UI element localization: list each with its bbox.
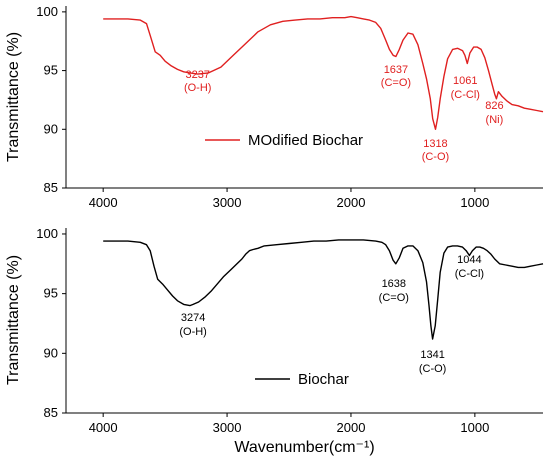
- peak-group-label: (O-H): [179, 326, 207, 338]
- series-line: [103, 15, 544, 131]
- legend-label: Biochar: [298, 371, 349, 388]
- legend: Biochar: [255, 371, 349, 388]
- y-tick-label: 100: [36, 4, 58, 19]
- peak-label: 826: [485, 100, 503, 112]
- x-tick-label: 1000: [460, 195, 489, 210]
- modified-biochar-panel: 85 90 95 100 4000 3000 2000 1000 Transmittance (…: [5, 4, 544, 210]
- peak-group-label: (C-O): [419, 363, 447, 375]
- peak-label: 3237: [185, 69, 209, 81]
- x-tick-label: 2000: [337, 420, 366, 435]
- y-tick-label: 90: [44, 345, 58, 360]
- peak-label: 1637: [384, 64, 408, 76]
- series-line: [103, 239, 544, 340]
- x-tick-label: 3000: [213, 195, 242, 210]
- peak-group-label: (C=O): [381, 77, 411, 89]
- peak-group-label: (C-Cl): [451, 89, 480, 101]
- y-axis-label: Transmittance (%): [5, 255, 22, 385]
- x-tick-label: 3000: [213, 420, 242, 435]
- peak-label: 1341: [420, 349, 444, 361]
- peak-group-label: (C-Cl): [455, 268, 484, 280]
- peak-label: 1638: [382, 278, 406, 290]
- y-tick-label: 85: [44, 180, 58, 195]
- peak-group-label: (C=O): [379, 292, 409, 304]
- biochar-panel: 85 90 95 100 4000 3000 2000 1000 Transmittance (…: [5, 226, 544, 456]
- x-axis-label: Wavenumber(cm⁻¹): [234, 439, 374, 456]
- peak-label: 1061: [453, 75, 477, 87]
- peak-label: 1044: [457, 254, 481, 266]
- x-tick-label: 4000: [89, 195, 118, 210]
- peak-group-label: (O-H): [184, 82, 212, 94]
- legend-label: MOdified Biochar: [248, 132, 363, 149]
- y-tick-label: 100: [36, 226, 58, 241]
- peak-group-label: (C-O): [422, 151, 450, 163]
- y-tick-label: 95: [44, 63, 58, 78]
- y-axis-label: Transmittance (%): [5, 32, 22, 162]
- peak-label: 3274: [181, 312, 205, 324]
- peak-group-label: (Ni): [486, 114, 504, 126]
- y-tick-label: 90: [44, 121, 58, 136]
- x-tick-label: 2000: [337, 195, 366, 210]
- x-tick-label: 1000: [460, 420, 489, 435]
- y-tick-label: 85: [44, 405, 58, 420]
- peak-label: 1318: [423, 138, 447, 150]
- x-tick-label: 4000: [89, 420, 118, 435]
- y-tick-label: 95: [44, 286, 58, 301]
- legend: MOdified Biochar: [205, 132, 363, 149]
